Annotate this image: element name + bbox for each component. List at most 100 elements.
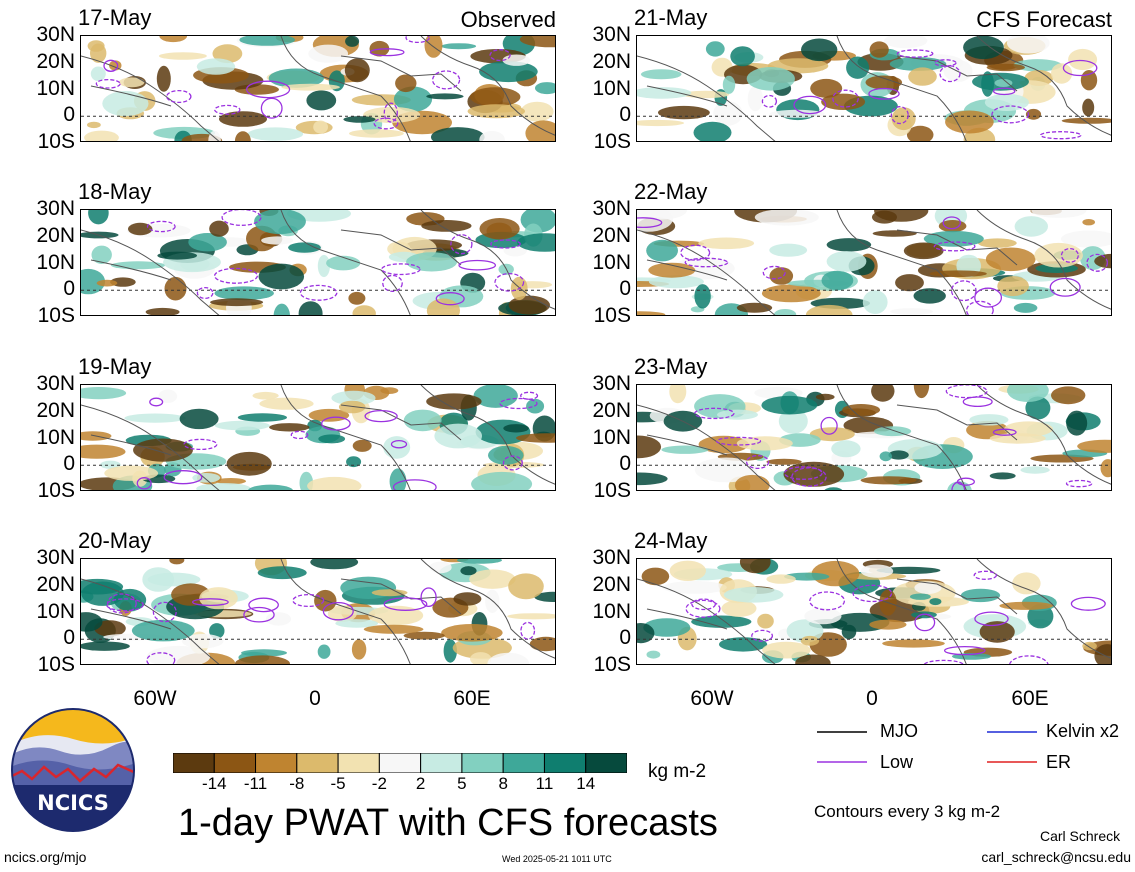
pwat-blob (969, 414, 1009, 426)
pwat-blob (441, 43, 477, 50)
low-contour (684, 257, 729, 268)
pwat-blob (128, 222, 153, 236)
low-contour (152, 601, 177, 623)
low-contour (105, 598, 144, 612)
lat-label-5-4: 10S (593, 479, 631, 502)
pwat-blob (335, 619, 379, 628)
pwat-blob (100, 460, 121, 469)
pwat-blob (804, 608, 842, 625)
pwat-blob (210, 298, 264, 307)
pwat-blob (467, 104, 525, 119)
colorbar-swatch-5 (378, 753, 422, 773)
pwat-blob (363, 106, 421, 123)
pwat-blob (986, 63, 1025, 72)
coastline (420, 36, 555, 136)
pwat-blob (766, 574, 796, 584)
lon-label-60w-right: 60W (690, 687, 734, 710)
pwat-blob (188, 233, 227, 252)
pwat-blob (181, 634, 224, 649)
low-contour (832, 89, 859, 108)
page-title: 1-day PWAT with CFS forecasts (178, 802, 718, 844)
pwat-blob (705, 41, 725, 57)
colorbar-tick-6: 5 (457, 774, 467, 793)
pwat-blob (485, 589, 500, 613)
lat-label-3-2: 10N (592, 250, 631, 274)
low-contour (243, 606, 275, 623)
pwat-blob (344, 58, 370, 83)
pwat-blob (94, 620, 126, 637)
pwat-blob (821, 270, 854, 291)
pwat-blob (938, 220, 967, 233)
pwat-blob (345, 36, 360, 47)
coastline (340, 55, 462, 92)
pwat-blob (488, 445, 524, 465)
low-contour (820, 416, 838, 435)
ncics-logo: NCICS (11, 708, 135, 832)
pwat-blob (102, 91, 149, 117)
low-contour (751, 629, 774, 642)
pwat-blob (248, 484, 293, 490)
pwat-blob (208, 130, 221, 141)
pwat-blob (841, 624, 857, 640)
pwat-blob (960, 588, 1001, 603)
lat-label-4-4: 10S (37, 479, 75, 502)
pwat-blob (801, 38, 838, 62)
low-contour (956, 477, 975, 486)
pwat-blob (1031, 210, 1087, 218)
pwat-blob (453, 592, 482, 606)
legend-low-label: Low (880, 752, 914, 772)
pwat-blob (821, 93, 866, 110)
low-contour (1049, 277, 1081, 297)
pwat-blob (273, 303, 290, 315)
pwat-blob (219, 111, 267, 127)
pwat-blob (529, 636, 555, 652)
low-contour (299, 284, 338, 301)
pwat-blob (860, 564, 894, 578)
panel-date-1: 21-May (634, 5, 708, 30)
pwat-blob (196, 483, 251, 490)
pwat-blob (906, 125, 934, 141)
low-contour (149, 397, 164, 407)
low-contour (381, 263, 421, 276)
pwat-blob (643, 618, 691, 637)
pwat-blob (215, 478, 246, 485)
pwat-blob (805, 304, 853, 315)
author-email[interactable]: carl_schreck@ncsu.edu (981, 849, 1131, 865)
pwat-blob (131, 619, 195, 642)
low-contour (923, 659, 964, 664)
pwat-blob (637, 119, 685, 127)
pwat-blob (158, 52, 207, 60)
pwat-blob (426, 298, 460, 315)
pwat-blob (641, 567, 670, 586)
map-panel-0 (80, 35, 556, 142)
pwat-blob (778, 408, 808, 434)
pwat-blob (795, 654, 831, 664)
coastline (836, 36, 967, 141)
pwat-blob (984, 93, 1029, 111)
colorbar-tick-7: 8 (498, 774, 508, 793)
lon-label-60e-left: 60E (453, 687, 491, 710)
contour-note: Contours every 3 kg m-2 (814, 802, 1001, 821)
low-contour (382, 274, 403, 292)
pwat-blob (761, 395, 818, 415)
low-contour (793, 95, 827, 115)
coastline (340, 404, 462, 441)
pwat-blob (1012, 572, 1041, 595)
pwat-blob (363, 624, 424, 634)
pwat-blob (96, 279, 118, 287)
low-contour (196, 286, 214, 300)
pwat-blob (212, 44, 243, 64)
pwat-blob (535, 82, 555, 95)
colorbar-tick-3: -5 (330, 774, 346, 793)
low-contour (321, 416, 351, 431)
pwat-blob (658, 105, 710, 120)
website-link[interactable]: ncics.org/mjo (4, 849, 87, 865)
pwat-blob (349, 129, 404, 138)
low-contour (762, 265, 786, 280)
pwat-blob (719, 637, 768, 652)
pwat-blob (694, 284, 711, 309)
pwat-blob (503, 424, 529, 433)
pwat-blob (999, 601, 1053, 610)
pwat-blob (842, 404, 881, 416)
pwat-blob (331, 390, 376, 406)
